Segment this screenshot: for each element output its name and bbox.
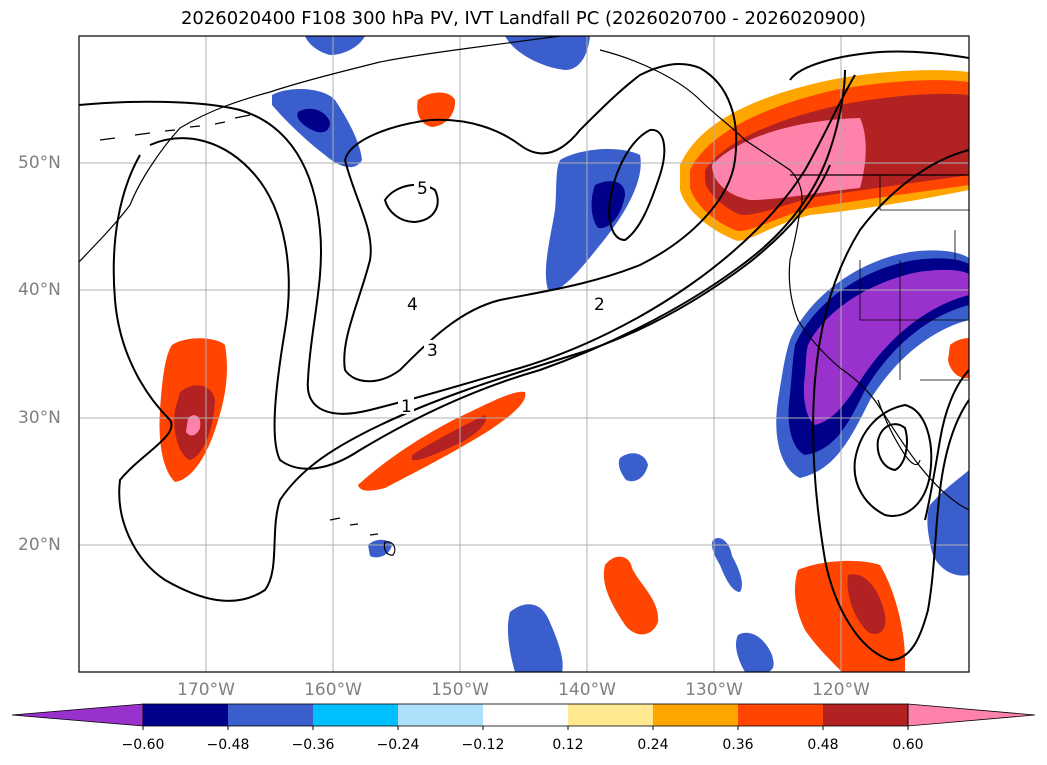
contour-label: 2: [594, 295, 605, 315]
colorbar-frame: [142, 703, 909, 727]
lon-label: 160°W: [304, 680, 362, 700]
contour-line: [79, 74, 856, 415]
positive-anomaly-region: [794, 560, 905, 672]
negative-anomaly-region: [735, 632, 774, 672]
alaska-coast: [79, 36, 561, 263]
positive-anomaly-region: [603, 556, 659, 635]
colorbar-swatch: [653, 704, 738, 726]
colorbar-tick-label: −0.60: [121, 737, 165, 753]
negative-anomaly-region: [927, 470, 969, 576]
colorbar-tick-label: −0.36: [291, 737, 335, 753]
contour-line: [812, 149, 969, 662]
negative-anomaly-region: [618, 453, 648, 482]
colorbar-swatch: [568, 704, 653, 726]
colorbar-extend-min: [11, 703, 144, 727]
aleutian-islands: [99, 114, 251, 141]
map-title: 2026020400 F108 300 hPa PV, IVT Landfall…: [180, 8, 867, 29]
contour-line: [876, 423, 908, 472]
us-west-coast: [788, 259, 969, 511]
colorbar-swatch: [228, 704, 313, 726]
shaded-regions: [159, 36, 969, 672]
colorbar-tick-label: −0.24: [376, 737, 420, 753]
negative-anomaly-region: [591, 181, 625, 229]
colorbar-swatch: [398, 704, 483, 726]
colorbar: [11, 703, 1036, 730]
positive-anomaly-region: [412, 415, 487, 461]
contour-line: [149, 69, 846, 470]
contour-line: [343, 63, 738, 383]
negative-anomaly-region: [803, 269, 969, 425]
contour-label: 4: [407, 295, 418, 315]
contour-label: 1: [401, 397, 412, 417]
lat-label: 30°N: [18, 408, 61, 428]
lon-label: 170°W: [177, 680, 235, 700]
lon-label: 150°W: [431, 680, 489, 700]
colorbar-swatch: [143, 704, 228, 726]
colorbar-extend-max: [907, 703, 1036, 727]
colorbar-tick-label: 0.12: [552, 737, 584, 753]
bc-coast: [599, 49, 803, 261]
colorbar-swatch: [738, 704, 823, 726]
colorbar-tick-label: −0.12: [461, 737, 505, 753]
colorbar-swatch: [313, 704, 398, 726]
lon-label: 130°W: [685, 680, 743, 700]
negative-anomaly-region: [507, 604, 563, 672]
lon-label: 140°W: [558, 680, 616, 700]
map-frame: [78, 35, 970, 673]
positive-anomaly-region: [948, 338, 969, 379]
colorbar-swatch: [823, 704, 908, 726]
hawaii-islands: [329, 517, 396, 556]
contour-line: [112, 154, 831, 602]
colorbar-swatch: [483, 704, 568, 726]
lat-label: 20°N: [18, 535, 61, 555]
colorbar-tick-label: 0.48: [807, 737, 839, 753]
negative-anomaly-region: [505, 36, 590, 70]
contour-line: [924, 369, 969, 521]
contour-label-group: 1 2 3 4 5: [398, 178, 607, 417]
negative-anomaly-region: [368, 539, 392, 558]
negative-anomaly-region: [305, 36, 365, 55]
contour-label: 3: [427, 341, 438, 361]
lat-label: 40°N: [18, 280, 61, 300]
state-borders: [859, 175, 969, 381]
contour-line: [853, 403, 933, 517]
colorbar-tick-label: 0.36: [722, 737, 754, 753]
lon-label: 120°W: [812, 680, 870, 700]
negative-anomaly-region: [297, 108, 330, 133]
positive-anomaly-region: [847, 574, 886, 635]
negative-anomaly-region: [711, 537, 743, 592]
positive-anomaly-region: [417, 92, 456, 127]
contour-line: [383, 183, 439, 224]
contour-label: 5: [417, 179, 428, 199]
ivt-contours: [79, 50, 969, 662]
colorbar-tick-label: −0.48: [206, 737, 250, 753]
positive-anomaly-region: [186, 415, 201, 436]
positive-anomaly-region: [712, 118, 866, 200]
lat-label: 50°N: [18, 153, 61, 173]
contour-line: [789, 50, 969, 81]
colorbar-tick-label: 0.24: [637, 737, 669, 753]
colorbar-tick-label: 0.60: [892, 737, 924, 753]
contour-line: [608, 128, 666, 242]
